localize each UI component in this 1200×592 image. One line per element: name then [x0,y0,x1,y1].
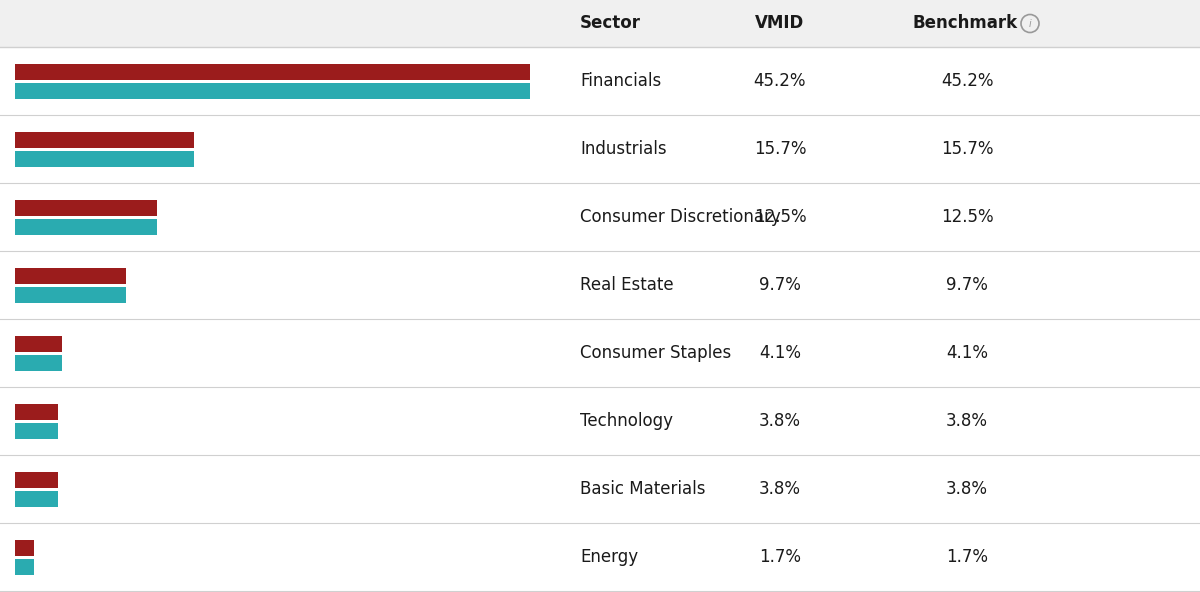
Bar [14,200,157,215]
Bar [0,0,1200,47]
Bar [0,319,1200,387]
Text: Consumer Discretionary: Consumer Discretionary [580,208,781,226]
Text: Technology: Technology [580,412,673,430]
Text: 1.7%: 1.7% [760,548,802,566]
Bar [14,218,157,234]
Bar [14,404,59,420]
Bar [0,47,1200,115]
Text: 45.2%: 45.2% [754,72,806,90]
Bar [0,523,1200,591]
Bar [14,82,530,98]
Text: Real Estate: Real Estate [580,276,673,294]
Text: Benchmark: Benchmark [912,14,1018,33]
Bar [14,539,35,555]
Bar [14,150,194,166]
Text: 3.8%: 3.8% [946,480,988,498]
Bar [0,115,1200,183]
Text: 12.5%: 12.5% [941,208,994,226]
Bar [14,491,59,507]
Text: 4.1%: 4.1% [760,344,802,362]
Text: 45.2%: 45.2% [941,72,994,90]
Text: Sector: Sector [580,14,641,33]
Text: Energy: Energy [580,548,638,566]
Text: 3.8%: 3.8% [946,412,988,430]
Text: 4.1%: 4.1% [946,344,988,362]
Text: Consumer Staples: Consumer Staples [580,344,731,362]
Bar [14,63,530,79]
Text: 3.8%: 3.8% [760,412,802,430]
Text: VMID: VMID [755,14,805,33]
Text: Financials: Financials [580,72,661,90]
Bar [14,471,59,487]
Text: i: i [1028,19,1031,29]
Text: 9.7%: 9.7% [946,276,988,294]
Bar [0,183,1200,251]
Bar [14,131,194,147]
Text: 15.7%: 15.7% [941,140,994,158]
Bar [14,558,35,574]
Bar [14,268,126,284]
Text: Industrials: Industrials [580,140,667,158]
Bar [0,387,1200,455]
Bar [0,251,1200,319]
Bar [14,355,61,371]
Text: 1.7%: 1.7% [946,548,988,566]
Bar [14,423,59,439]
Text: 3.8%: 3.8% [760,480,802,498]
Text: 15.7%: 15.7% [754,140,806,158]
Text: 9.7%: 9.7% [760,276,800,294]
Text: Basic Materials: Basic Materials [580,480,706,498]
Bar [0,455,1200,523]
Bar [14,287,126,303]
Text: 12.5%: 12.5% [754,208,806,226]
Bar [14,336,61,352]
